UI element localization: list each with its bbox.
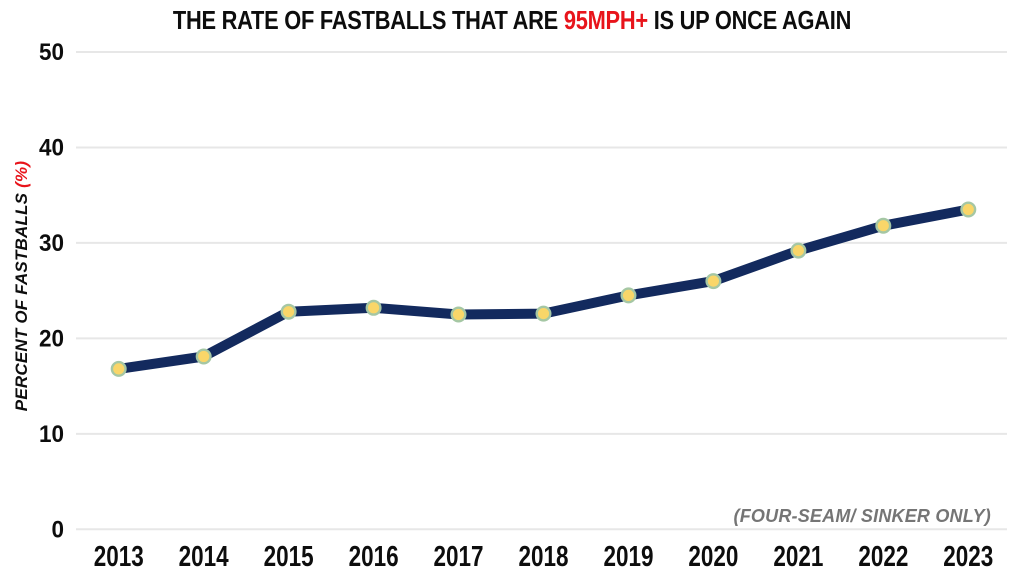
gridlines [76,51,1007,531]
x-tick-label: 2022 [858,541,908,573]
x-tick-label: 2016 [349,541,399,573]
chart-title-prefix: THE RATE OF FASTBALLS THAT ARE [172,5,564,35]
y-tick-labels: 0 10 20 30 40 50 [39,39,64,543]
data-point-marker [790,242,807,259]
x-tick-labels: 2013 2014 2015 2016 2017 2018 2019 2020 2021 2022… [94,541,994,573]
x-tick-label: 2021 [773,541,823,573]
data-point-marker [280,303,297,320]
x-tick-label: 2023 [943,541,993,573]
y-tick-label: 10 [39,421,64,448]
data-point-marker [450,306,467,323]
data-point-marker [620,287,637,304]
data-point-marker [195,348,212,365]
x-tick-label: 2017 [434,541,484,573]
y-tick-label: 30 [39,230,64,257]
x-tick-label: 2013 [94,541,144,573]
y-tick-label: 50 [39,39,64,66]
x-tick-label: 2020 [688,541,738,573]
y-tick-label: 40 [39,134,64,161]
x-tick-label: 2015 [264,541,314,573]
data-point-marker [535,305,552,322]
x-tick-label: 2019 [603,541,653,573]
data-point-marker [960,201,977,218]
data-point-marker [110,360,127,377]
chart-title: THE RATE OF FASTBALLS THAT ARE 95MPH+ IS… [82,5,942,36]
x-tick-label: 2018 [519,541,569,573]
trend-line [113,204,974,374]
data-point-markers [110,201,977,377]
chart-title-highlight: 95MPH+ [563,5,648,35]
x-tick-label: 2014 [179,541,229,573]
data-point-marker [875,217,892,234]
data-point-marker [705,273,722,290]
y-tick-label: 20 [39,325,64,352]
annotation-note: (FOUR-SEAM/ SINKER ONLY) [733,506,991,526]
y-tick-label: 0 [52,516,65,543]
data-point-marker [365,299,382,316]
chart-title-suffix: IS UP ONCE AGAIN [647,5,852,35]
